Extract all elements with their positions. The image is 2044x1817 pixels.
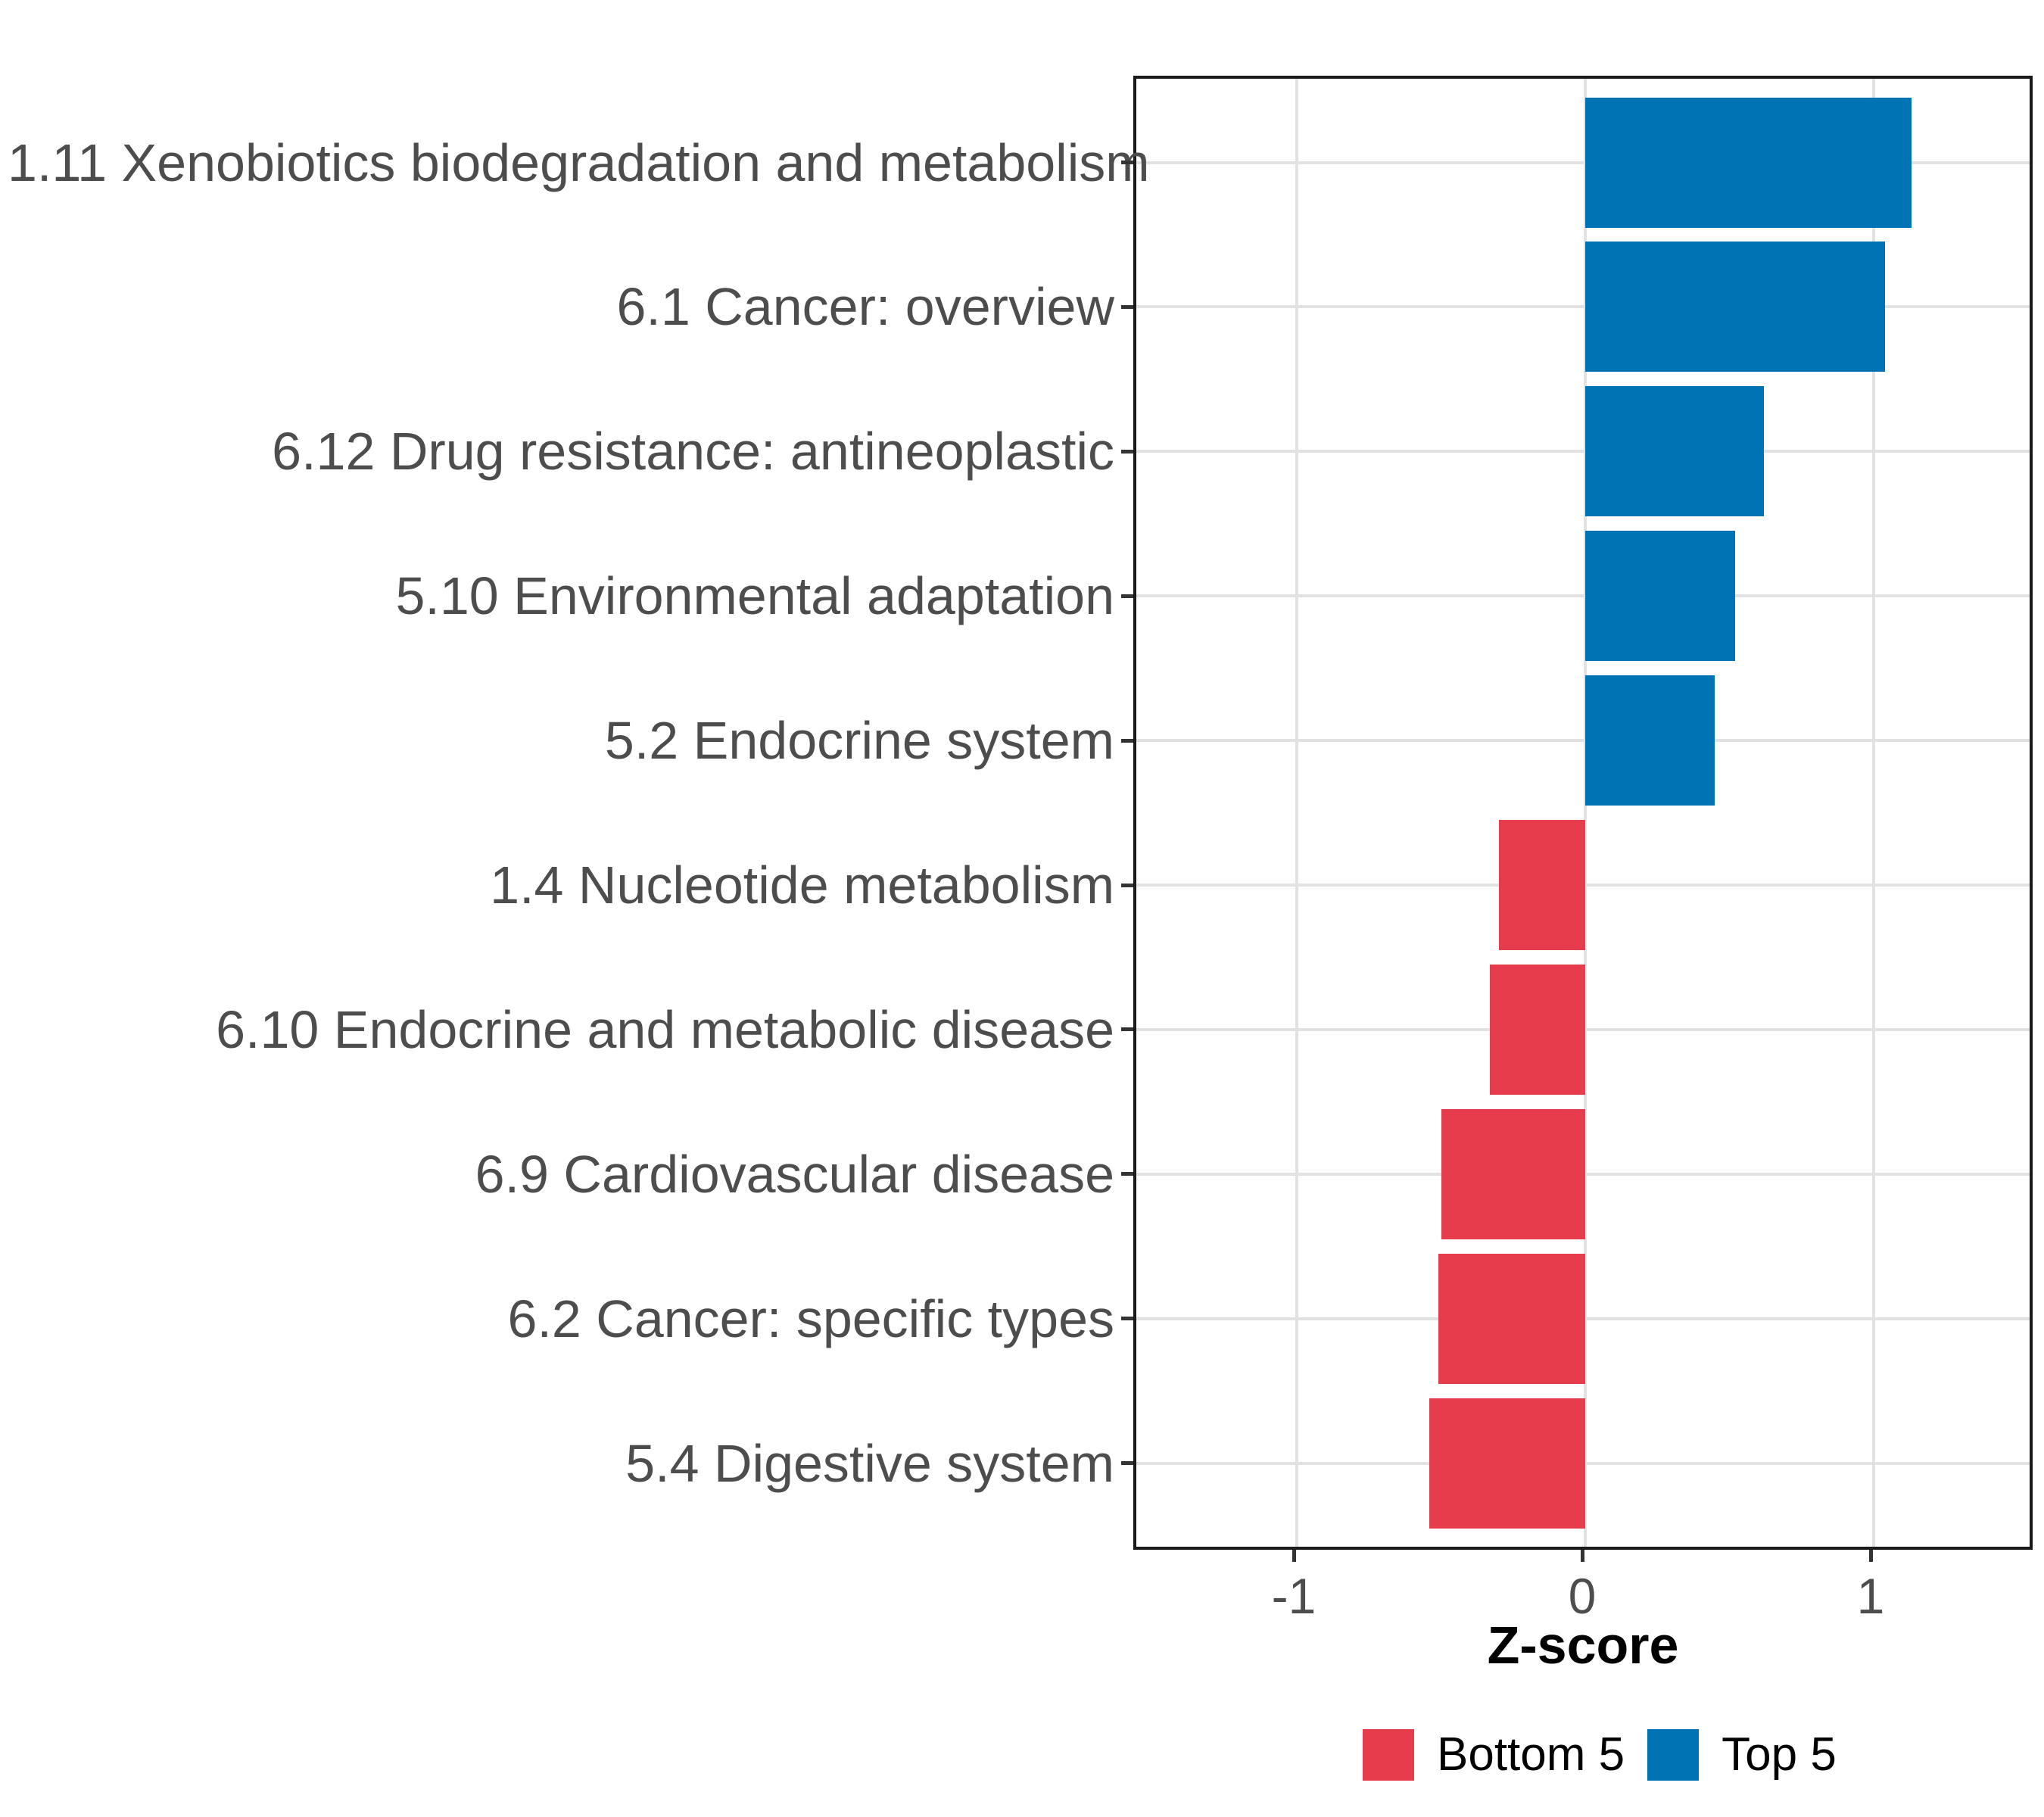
legend-label-bottom5: Bottom 5	[1437, 1728, 1625, 1781]
horizontal-gridline	[1136, 161, 2030, 164]
bar-1.4	[1498, 820, 1585, 951]
category-label: 5.2 Endocrine system	[604, 711, 1114, 771]
legend: Bottom 5 Top 5	[1363, 1729, 1837, 1781]
x-tick-label: 1	[1856, 1568, 1885, 1624]
category-label: 5.10 Environmental adaptation	[395, 566, 1114, 626]
y-axis-tick	[1121, 304, 1133, 309]
y-axis-tick	[1121, 883, 1133, 887]
category-label: 6.1 Cancer: overview	[616, 277, 1114, 337]
bar-6.9	[1441, 1108, 1585, 1239]
y-axis-tick	[1121, 1461, 1133, 1466]
legend-key-top5-swatch	[1647, 1729, 1700, 1781]
bar-6.1	[1585, 242, 1886, 372]
plot-panel	[1133, 76, 2033, 1550]
horizontal-gridline	[1136, 739, 2030, 743]
category-label: 6.9 Cardiovascular disease	[475, 1144, 1114, 1204]
y-axis-tick	[1121, 1172, 1133, 1177]
legend-label-top5: Top 5	[1722, 1728, 1837, 1781]
bar-1.11	[1585, 97, 1912, 228]
y-axis-tick	[1121, 1027, 1133, 1032]
category-label: 5.4 Digestive system	[625, 1433, 1114, 1493]
vertical-gridline	[1584, 79, 1587, 1547]
horizontal-gridline	[1136, 594, 2030, 598]
x-axis-tick	[1868, 1550, 1873, 1562]
x-axis-tick	[1580, 1550, 1584, 1562]
category-label: 6.10 Endocrine and metabolic disease	[216, 999, 1114, 1059]
horizontal-gridline	[1136, 305, 2030, 309]
x-tick-label: 0	[1568, 1568, 1597, 1624]
legend-key-bottom5-swatch	[1363, 1729, 1414, 1781]
bar-5.4	[1429, 1398, 1585, 1529]
bar-6.12	[1585, 386, 1765, 517]
y-axis-tick	[1121, 594, 1133, 598]
bar-5.2	[1585, 675, 1715, 806]
category-label: 6.12 Drug resistance: antineoplastic	[272, 422, 1114, 482]
x-axis-title: Z-score	[1487, 1616, 1679, 1675]
x-tick-label: -1	[1271, 1568, 1316, 1624]
category-label: 1.4 Nucleotide metabolism	[490, 856, 1114, 915]
category-label: 6.2 Cancer: specific types	[507, 1289, 1114, 1348]
bar-6.2	[1438, 1253, 1585, 1384]
vertical-gridline	[1295, 79, 1298, 1547]
vertical-gridline	[1872, 79, 1875, 1547]
x-axis-tick	[1292, 1550, 1296, 1562]
bar-5.10	[1585, 531, 1736, 662]
category-label: 1.11 Xenobiotics biodegradation and meta…	[8, 132, 1150, 192]
y-axis-tick	[1121, 738, 1133, 743]
y-axis-tick	[1121, 1317, 1133, 1321]
y-axis-tick	[1121, 449, 1133, 453]
y-axis-tick	[1121, 161, 1133, 165]
bar-6.10	[1490, 964, 1585, 1095]
horizontal-gridline	[1136, 450, 2030, 453]
